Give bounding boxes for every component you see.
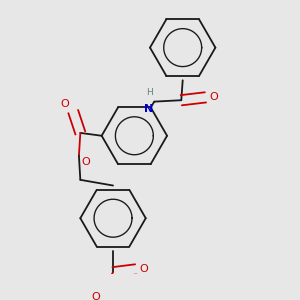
Text: O: O xyxy=(209,92,218,102)
Text: O: O xyxy=(92,292,100,300)
Text: O: O xyxy=(61,99,70,109)
Text: O: O xyxy=(140,264,148,274)
Text: O: O xyxy=(82,157,91,167)
Text: H: H xyxy=(146,88,153,97)
Text: N: N xyxy=(144,104,153,114)
